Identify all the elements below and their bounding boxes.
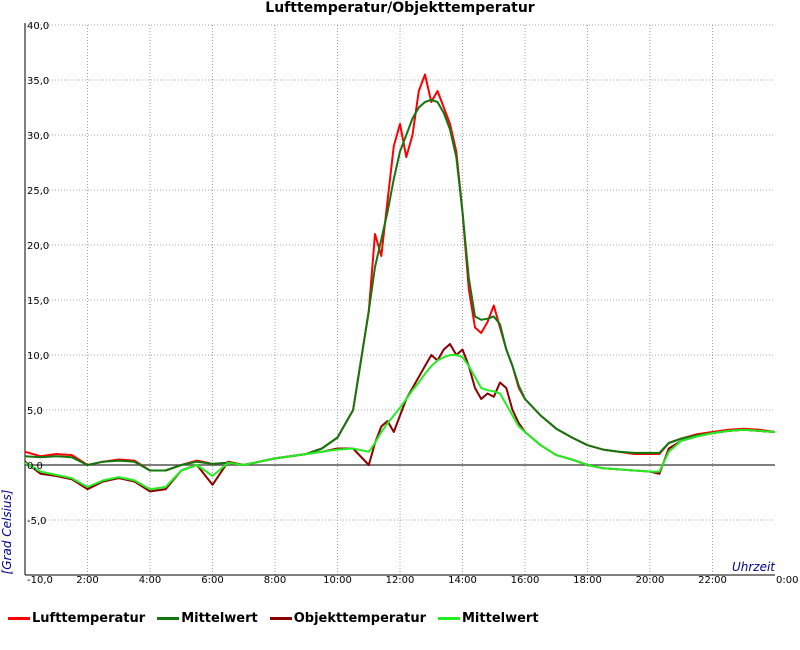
x-tick-label: 10:00 <box>323 575 352 586</box>
x-tick-label: 20:00 <box>636 575 665 586</box>
x-tick-label: 4:00 <box>139 575 161 586</box>
x-tick-label: 0:00 <box>776 575 798 586</box>
y-tick-label: -5,0 <box>27 516 47 527</box>
legend-swatch-lufttemperatur <box>8 616 30 620</box>
series-layer <box>24 73 776 493</box>
grid-layer <box>25 24 775 575</box>
axis-layer <box>24 23 775 576</box>
legend-swatch-objekttemperatur <box>269 616 292 620</box>
x-axis-label: Uhrzeit <box>732 560 776 574</box>
y-tick-label: 30,0 <box>27 131 49 142</box>
legend-item-lufttemperatur: Lufttemperatur <box>8 611 145 626</box>
x-tick-label: 8:00 <box>264 575 286 586</box>
y-tick-label: 40,0 <box>27 21 49 32</box>
y-tick-label: 15,0 <box>27 296 49 307</box>
legend-item-objekttemperatur: Objekttemperatur <box>269 610 426 626</box>
x-tick-label: 14:00 <box>448 575 477 586</box>
label-layer: -5,0 0,0 5,0 10,0 15,0 20,0 25,0 30,0 35,0 40,0 -1… <box>0 21 798 586</box>
y-tick-label: 20,0 <box>27 241 49 252</box>
x-tick-label: 18:00 <box>573 575 602 586</box>
series-line-1 <box>24 98 776 472</box>
legend-label-objekttemperatur: Objekttemperatur <box>293 610 426 626</box>
x-tick-label: 16:00 <box>511 575 540 586</box>
y-tick-label: 35,0 <box>27 76 49 87</box>
legend-item-mittelwert-objekt: Mittelwert <box>438 611 539 626</box>
x-tick-label: 22:00 <box>698 575 727 586</box>
chart-legend: Lufttemperatur Mittelwert Objekttemperat… <box>8 608 551 628</box>
y-tick-label: 25,0 <box>27 186 49 197</box>
x-tick-label: 12:00 <box>386 575 415 586</box>
x-tick-label: 6:00 <box>201 575 223 586</box>
series-line-3 <box>24 354 776 491</box>
x-tick-label: 2:00 <box>76 575 98 586</box>
y-tick-label: 0,0 <box>27 461 43 472</box>
y-tick-label: 10,0 <box>27 351 49 362</box>
legend-label-mittelwert-luft: Mittelwert <box>181 610 258 626</box>
y-axis-label: [Grad Celsius] <box>0 489 14 574</box>
legend-swatch-mittelwert-objekt <box>438 616 460 620</box>
legend-item-mittelwert-luft: Mittelwert <box>157 611 258 626</box>
legend-label-mittelwert-objekt: Mittelwert <box>462 610 539 626</box>
legend-label-lufttemperatur: Lufttemperatur <box>32 610 146 626</box>
y-tick-label: -10,0 <box>27 575 53 586</box>
legend-swatch-mittelwert-luft <box>157 616 180 620</box>
chart-title: Lufttemperatur/Objekttemperatur <box>265 0 535 16</box>
y-tick-label: 5,0 <box>27 406 43 417</box>
